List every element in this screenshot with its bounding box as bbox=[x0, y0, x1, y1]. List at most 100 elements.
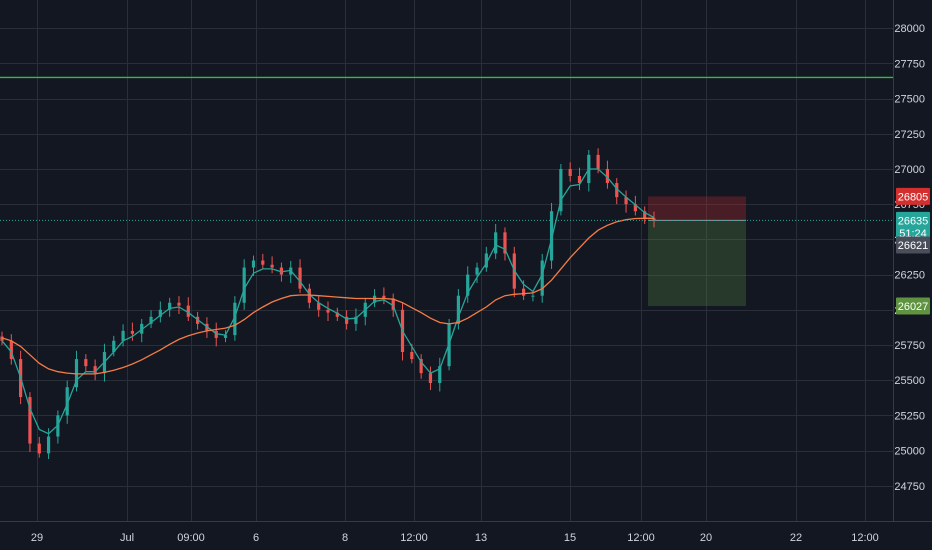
x-tick-label: 8 bbox=[342, 532, 348, 544]
candle-body bbox=[130, 330, 134, 334]
y-tick-label: 25750 bbox=[894, 340, 925, 352]
axes bbox=[0, 0, 932, 522]
stop-loss-zone[interactable] bbox=[648, 196, 746, 221]
moving-average-lines bbox=[1, 168, 655, 435]
x-tick-label: 09:00 bbox=[177, 532, 205, 544]
candle-body bbox=[615, 183, 619, 198]
candle-body bbox=[158, 309, 162, 317]
y-tick-label: 25250 bbox=[894, 410, 925, 422]
candle-body bbox=[624, 197, 628, 205]
candle-body bbox=[28, 397, 32, 444]
candle-body bbox=[391, 298, 395, 310]
candle-body bbox=[242, 267, 246, 303]
candle-body bbox=[428, 373, 433, 384]
y-tick-label: 27500 bbox=[894, 94, 925, 106]
x-tick-label: 22 bbox=[790, 532, 802, 544]
candle-body bbox=[372, 295, 377, 303]
candle-body bbox=[456, 295, 460, 324]
candle-body bbox=[382, 295, 386, 299]
candle-body bbox=[531, 295, 535, 297]
candle-body bbox=[522, 288, 526, 296]
candle-body bbox=[475, 267, 479, 275]
grid bbox=[0, 0, 893, 521]
candle-body bbox=[643, 211, 647, 219]
candle-body bbox=[186, 305, 190, 317]
candle-body bbox=[121, 330, 125, 341]
candle-body bbox=[270, 264, 274, 268]
candle-body bbox=[46, 436, 51, 454]
candle-body bbox=[37, 443, 41, 454]
price-badge: 26621 bbox=[896, 236, 930, 254]
candle-body bbox=[633, 204, 637, 212]
price-badge-label: 26027 bbox=[898, 301, 929, 313]
x-tick-label: 20 bbox=[700, 532, 712, 544]
candle-body bbox=[261, 260, 265, 265]
price-badge-label: 26805 bbox=[898, 191, 929, 203]
candle-body bbox=[0, 336, 4, 341]
candle-body bbox=[410, 352, 414, 360]
x-tick-label: 15 bbox=[564, 532, 576, 544]
candle-body bbox=[568, 168, 572, 177]
candle-body bbox=[112, 340, 116, 353]
candle-body bbox=[326, 309, 330, 313]
candle-body bbox=[345, 316, 349, 324]
position-tool[interactable] bbox=[648, 196, 746, 306]
x-tick-label: 13 bbox=[475, 532, 487, 544]
y-tick-label: 27000 bbox=[894, 164, 925, 176]
candle-body bbox=[494, 232, 498, 254]
x-tick-label: Jul bbox=[120, 532, 134, 544]
y-tick-label: 28000 bbox=[894, 23, 925, 35]
price-badge: 26805 bbox=[896, 187, 930, 205]
candle-body bbox=[177, 302, 181, 306]
x-tick-label: 12:00 bbox=[627, 532, 655, 544]
candle-body bbox=[549, 211, 554, 261]
candle-body bbox=[149, 316, 153, 324]
candle-body bbox=[93, 366, 97, 374]
candle-body bbox=[354, 316, 358, 324]
moving-average-fast bbox=[1, 168, 655, 435]
candle-body bbox=[577, 176, 582, 184]
candle-body bbox=[74, 359, 79, 388]
candle-body bbox=[251, 260, 256, 268]
y-tick-label: 25000 bbox=[894, 446, 925, 458]
candle-body bbox=[317, 302, 321, 310]
x-tick-label: 12:00 bbox=[851, 532, 879, 544]
y-tick-label: 27250 bbox=[894, 129, 925, 141]
candle-body bbox=[9, 340, 13, 360]
candle-body bbox=[540, 260, 544, 296]
y-tick-label: 24750 bbox=[894, 481, 925, 493]
x-axis-ticks: 29 Jul 09:00 6 8 12:00 13 15 12:00 20 22 12:00 bbox=[31, 532, 879, 544]
take-profit-zone[interactable] bbox=[648, 220, 746, 306]
candle-body bbox=[652, 218, 656, 221]
candle-body bbox=[307, 288, 311, 303]
candle-body bbox=[279, 267, 284, 275]
candle-body bbox=[438, 366, 442, 384]
candle-body bbox=[233, 302, 237, 336]
candle-body bbox=[298, 267, 302, 289]
candle-body bbox=[214, 330, 218, 338]
candle-body bbox=[223, 335, 228, 338]
candle-body bbox=[335, 312, 339, 317]
candle-body bbox=[605, 168, 610, 184]
candle-body bbox=[596, 154, 600, 169]
y-tick-label: 25500 bbox=[894, 375, 925, 387]
x-tick-label: 12:00 bbox=[400, 532, 428, 544]
candle-body bbox=[503, 232, 507, 254]
candle-body bbox=[559, 168, 563, 212]
candle-body bbox=[168, 302, 172, 310]
price-badge-label: 26635 bbox=[898, 215, 929, 227]
price-badge-label: 26621 bbox=[898, 240, 929, 252]
candle-body bbox=[466, 274, 470, 296]
moving-average-slow bbox=[1, 217, 654, 375]
candle-body bbox=[84, 359, 88, 367]
x-tick-label: 6 bbox=[253, 532, 259, 544]
y-tick-label: 27750 bbox=[894, 58, 925, 70]
price-badge: 26027 bbox=[896, 297, 930, 315]
candle-body bbox=[65, 387, 69, 416]
candle-body bbox=[419, 359, 423, 374]
y-tick-label: 26250 bbox=[894, 270, 925, 282]
candle-body bbox=[484, 253, 488, 268]
x-tick-label: 29 bbox=[31, 532, 43, 544]
